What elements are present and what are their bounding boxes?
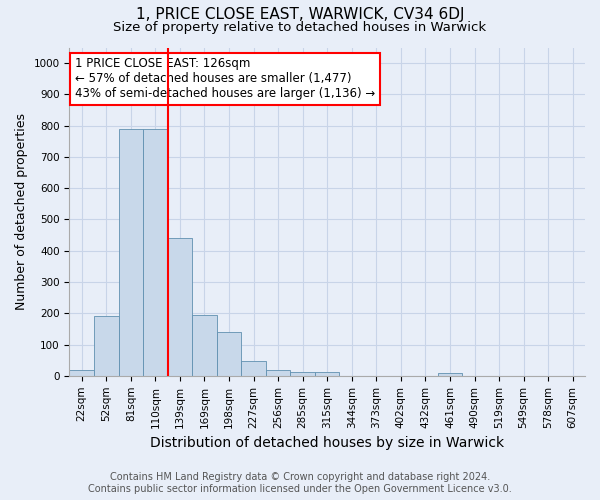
Bar [167, 238, 192, 376]
Bar [315, 372, 340, 376]
Text: Size of property relative to detached houses in Warwick: Size of property relative to detached ho… [113, 21, 487, 34]
Bar [266, 370, 290, 376]
Bar [119, 129, 143, 376]
Bar [192, 315, 217, 376]
X-axis label: Distribution of detached houses by size in Warwick: Distribution of detached houses by size … [150, 436, 504, 450]
Text: Contains HM Land Registry data © Crown copyright and database right 2024.
Contai: Contains HM Land Registry data © Crown c… [88, 472, 512, 494]
Bar [217, 332, 241, 376]
Bar [70, 370, 94, 376]
Bar [290, 372, 315, 376]
Bar [94, 316, 119, 376]
Y-axis label: Number of detached properties: Number of detached properties [15, 113, 28, 310]
Text: 1, PRICE CLOSE EAST, WARWICK, CV34 6DJ: 1, PRICE CLOSE EAST, WARWICK, CV34 6DJ [136, 8, 464, 22]
Bar [143, 129, 167, 376]
Bar [241, 361, 266, 376]
Text: 1 PRICE CLOSE EAST: 126sqm
← 57% of detached houses are smaller (1,477)
43% of s: 1 PRICE CLOSE EAST: 126sqm ← 57% of deta… [74, 58, 375, 100]
Bar [437, 374, 462, 376]
